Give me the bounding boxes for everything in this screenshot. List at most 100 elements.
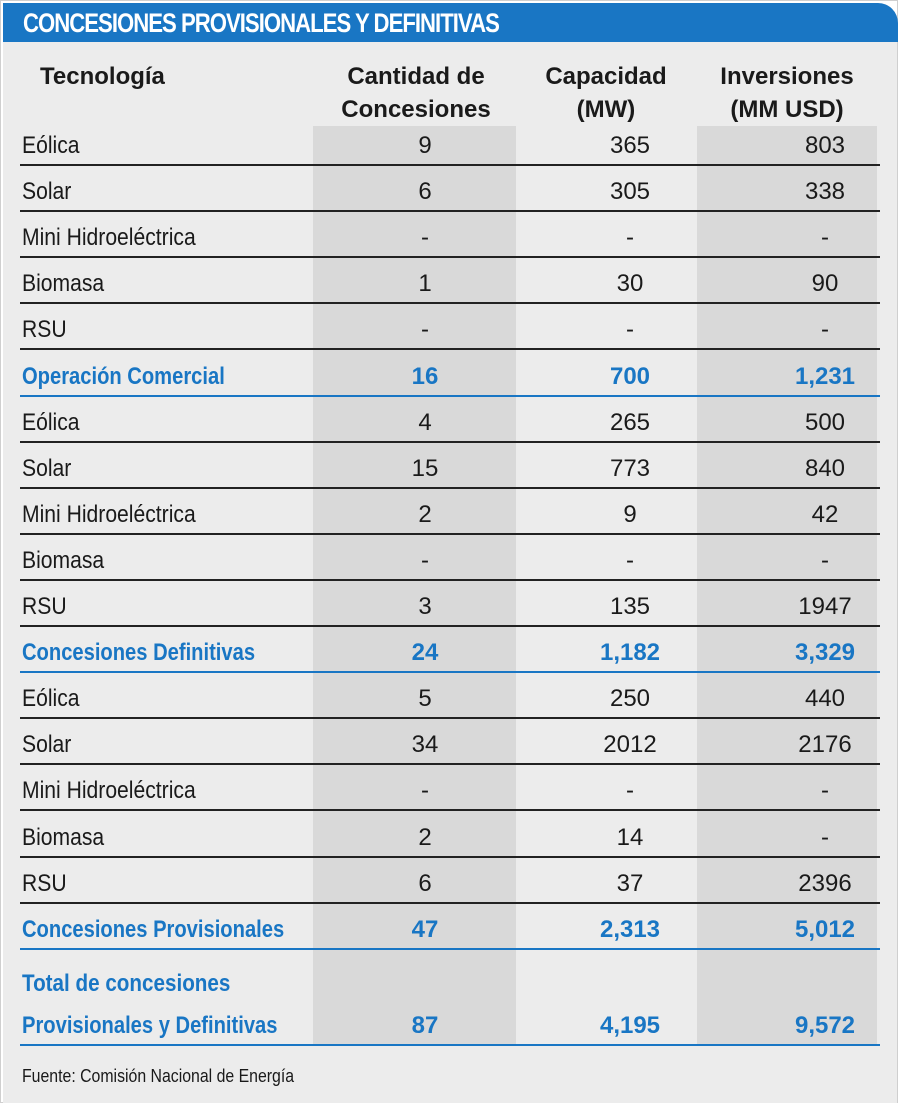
cantidad-cell: - bbox=[421, 316, 429, 344]
capacidad-cell: 773 bbox=[609, 454, 651, 482]
cantidad-cell: - bbox=[421, 777, 429, 805]
inversiones-cell: - bbox=[821, 546, 829, 574]
cantidad-cell: 6 bbox=[418, 869, 432, 897]
cantidad-cell: 15 bbox=[411, 454, 439, 482]
inversiones-cell: 440 bbox=[804, 685, 846, 713]
row-label: Biomasa bbox=[22, 546, 105, 574]
inversiones-cell: 42 bbox=[811, 500, 839, 528]
subtotal-row: Operación Comercial 16 700 1,231 bbox=[20, 351, 880, 397]
table-row: Eólica 9 365 803 bbox=[20, 120, 880, 166]
inversiones-cell: 338 bbox=[804, 178, 846, 206]
capacidad-cell: 37 bbox=[616, 869, 644, 897]
capacidad-cell: 1,182 bbox=[599, 639, 661, 667]
table-row: Mini Hidroeléctrica 2 9 42 bbox=[20, 489, 880, 535]
capacidad-cell: 30 bbox=[616, 270, 644, 298]
cantidad-cell: 16 bbox=[411, 362, 439, 390]
header-cantidad-line2: Concesiones bbox=[341, 96, 491, 123]
inversiones-cell: 840 bbox=[804, 454, 846, 482]
row-label: Solar bbox=[22, 731, 72, 759]
header-tecnologia: Tecnología bbox=[40, 63, 165, 90]
row-label: Operación Comercial bbox=[22, 362, 225, 390]
table-row: Eólica 5 250 440 bbox=[20, 673, 880, 720]
row-label: Eólica bbox=[22, 408, 80, 436]
table-row: Biomasa 2 14 - bbox=[20, 812, 880, 858]
cantidad-cell: 3 bbox=[418, 593, 432, 620]
cantidad-cell: - bbox=[421, 546, 429, 574]
inversiones-cell: 500 bbox=[804, 408, 846, 436]
header-inversiones-line1: Inversiones bbox=[720, 63, 854, 90]
row-label: Mini Hidroeléctrica bbox=[22, 224, 196, 252]
cantidad-cell: 24 bbox=[411, 639, 439, 667]
subtotal-row: Concesiones Definitivas 24 1,182 3,329 bbox=[20, 627, 880, 674]
row-label: Eólica bbox=[22, 132, 80, 159]
row-label: Concesiones Definitivas bbox=[22, 639, 256, 667]
table-row: Biomasa - - - bbox=[20, 535, 880, 581]
cantidad-column-shade bbox=[313, 126, 516, 1044]
inversiones-cell: 1,231 bbox=[794, 362, 856, 390]
cantidad-cell: 9 bbox=[418, 132, 432, 159]
header-cantidad-line1: Cantidad de bbox=[347, 63, 485, 90]
cantidad-cell: 5 bbox=[418, 685, 432, 713]
cantidad-cell: 47 bbox=[411, 915, 439, 943]
row-label: RSU bbox=[22, 869, 67, 897]
row-label: Mini Hidroeléctrica bbox=[22, 777, 196, 805]
table-title: CONCESIONES PROVISIONALES Y DEFINITIVAS bbox=[23, 8, 500, 38]
total-capacidad: 4,195 bbox=[599, 1012, 661, 1039]
cantidad-cell: 2 bbox=[418, 500, 432, 528]
row-label: Concesiones Provisionales bbox=[22, 915, 285, 943]
header-capacidad-line1: Capacidad bbox=[545, 63, 667, 90]
table-row: RSU - - - bbox=[20, 304, 880, 351]
total-label-line2: Provisionales y Definitivas bbox=[22, 1012, 278, 1039]
inversiones-cell: 5,012 bbox=[794, 915, 856, 943]
header-cantidad: Cantidad de Concesiones bbox=[318, 60, 514, 126]
capacidad-cell: - bbox=[626, 224, 634, 252]
total-inversiones: 9,572 bbox=[794, 1012, 856, 1039]
table-row: RSU 3 135 1947 bbox=[20, 581, 880, 627]
title-bar: CONCESIONES PROVISIONALES Y DEFINITIVAS bbox=[3, 3, 898, 42]
inversiones-cell: 2176 bbox=[798, 731, 852, 759]
inversiones-cell: 2396 bbox=[798, 869, 852, 897]
table-row: Mini Hidroeléctrica - - - bbox=[20, 212, 880, 259]
total-cantidad: 87 bbox=[411, 1012, 439, 1039]
total-row: Provisionales y Definitivas 87 4,195 9,5… bbox=[20, 1000, 880, 1046]
subtotal-row: Concesiones Provisionales 47 2,313 5,012 bbox=[20, 904, 880, 950]
cantidad-cell: - bbox=[421, 224, 429, 252]
row-label: RSU bbox=[22, 316, 67, 344]
inversiones-cell: - bbox=[821, 777, 829, 805]
source-note: Fuente: Comisión Nacional de Energía bbox=[22, 1066, 295, 1086]
row-label: RSU bbox=[22, 593, 67, 620]
capacidad-cell: 2012 bbox=[603, 731, 657, 759]
table-row: Mini Hidroeléctrica - - - bbox=[20, 765, 880, 812]
inversiones-column-shade bbox=[697, 126, 877, 1044]
inversiones-cell: - bbox=[821, 224, 829, 252]
capacidad-cell: 305 bbox=[609, 178, 651, 206]
inversiones-cell: - bbox=[821, 316, 829, 344]
cantidad-cell: 6 bbox=[418, 178, 432, 206]
table-row: Eólica 4 265 500 bbox=[20, 397, 880, 443]
table-row: Solar 6 305 338 bbox=[20, 166, 880, 213]
row-label: Solar bbox=[22, 454, 72, 482]
header-inversiones: Inversiones (MM USD) bbox=[697, 60, 877, 126]
cantidad-cell: 34 bbox=[411, 731, 439, 759]
capacidad-cell: 9 bbox=[623, 500, 637, 528]
table-row: Solar 15 773 840 bbox=[20, 443, 880, 489]
capacidad-cell: - bbox=[626, 546, 634, 574]
inversiones-cell: 1947 bbox=[798, 593, 852, 620]
capacidad-cell: 250 bbox=[609, 685, 651, 713]
cantidad-cell: 2 bbox=[418, 823, 432, 851]
table-row: Solar 34 2012 2176 bbox=[20, 719, 880, 766]
capacidad-cell: 2,313 bbox=[599, 915, 661, 943]
capacidad-cell: 700 bbox=[609, 362, 651, 390]
row-label: Biomasa bbox=[22, 823, 105, 851]
capacidad-cell: 365 bbox=[609, 132, 651, 159]
table-row: RSU 6 37 2396 bbox=[20, 858, 880, 904]
header-inversiones-line2: (MM USD) bbox=[730, 96, 844, 123]
capacidad-cell: 14 bbox=[616, 823, 644, 851]
inversiones-cell: 90 bbox=[811, 270, 839, 298]
row-label: Mini Hidroeléctrica bbox=[22, 500, 196, 528]
row-label: Eólica bbox=[22, 685, 80, 713]
header-capacidad: Capacidad (MW) bbox=[516, 60, 696, 126]
capacidad-cell: 135 bbox=[609, 593, 651, 620]
row-label: Biomasa bbox=[22, 270, 105, 298]
cantidad-cell: 1 bbox=[418, 270, 432, 298]
